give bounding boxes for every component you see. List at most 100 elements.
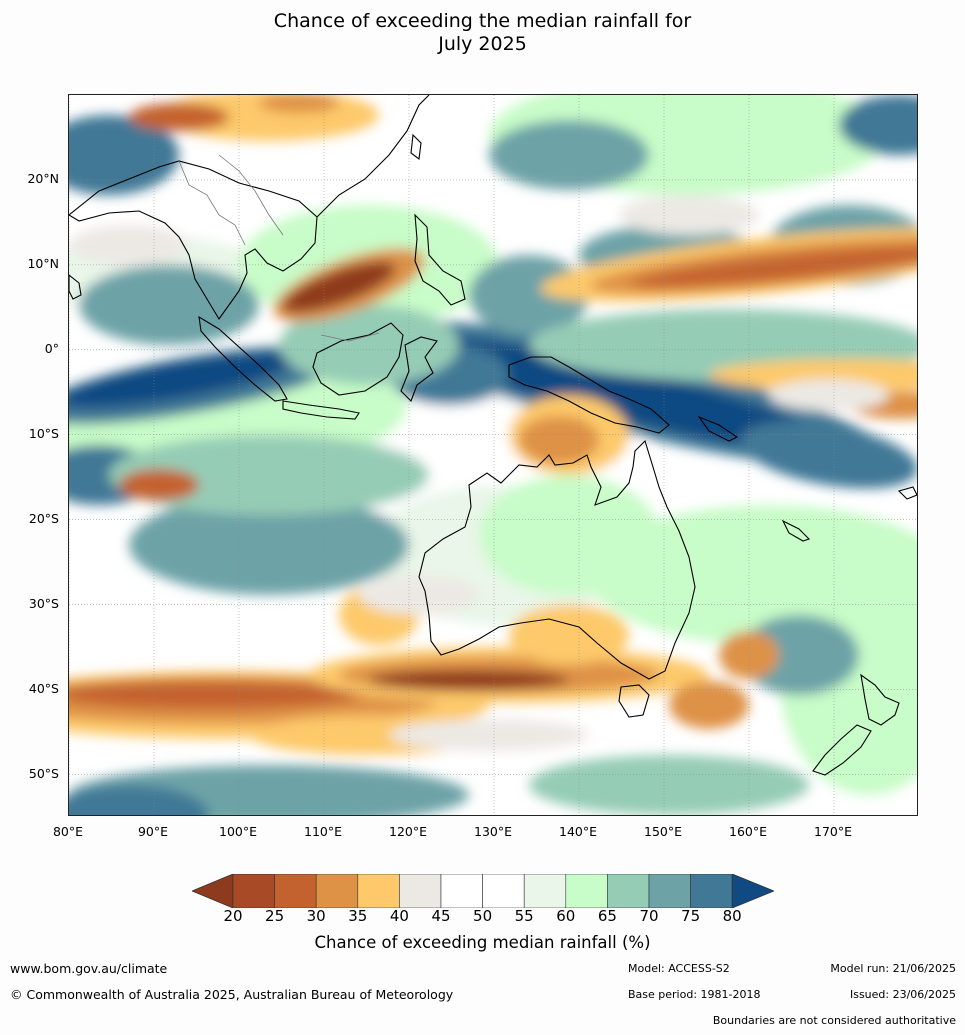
coastline-fiji [897, 486, 917, 500]
field-region [489, 120, 649, 190]
field-region [469, 255, 589, 335]
colorbar-segment [440, 873, 483, 909]
chart-title: Chance of exceeding the median rainfall … [0, 10, 965, 56]
colorbar-tick-label: 75 [681, 907, 701, 925]
field-region [529, 755, 809, 815]
colorbar [190, 873, 776, 909]
field-region [839, 95, 917, 155]
colorbar-segment [565, 873, 608, 909]
title-line-1: Chance of exceeding the median rainfall … [273, 10, 692, 32]
lat-label: 30°S [28, 595, 59, 611]
colorbar-extend-high [731, 873, 776, 909]
coastline-sumatra [198, 315, 288, 402]
lon-label: 80°E [52, 824, 84, 839]
coastline-philippines [414, 213, 466, 306]
coastline-new-guinea [508, 356, 670, 434]
lon-label: 150°E [643, 824, 683, 839]
colorbar-extend-low [190, 873, 234, 909]
colorbar-tick-label: 35 [348, 907, 368, 925]
colorbar-segment [648, 873, 691, 909]
lon-label: 110°E [303, 824, 343, 839]
colorbar-segment [357, 873, 400, 909]
field-region [509, 605, 629, 665]
colorbar-segment [232, 873, 275, 909]
coastline-nz-south [812, 724, 872, 776]
coastline-nz-north [860, 673, 900, 726]
field-region [389, 719, 589, 751]
colorbar-tick-label: 25 [265, 907, 285, 925]
field-blobs [69, 95, 917, 815]
lat-label: 20°S [28, 510, 59, 526]
lon-label: 120°E [388, 824, 428, 839]
colorbar-tick-label: 60 [556, 907, 576, 925]
field-region [282, 261, 396, 313]
lon-label: 100°E [218, 824, 258, 839]
lon-label: 130°E [473, 824, 513, 839]
field-region [719, 631, 779, 679]
model-text: Model: ACCESS-S2 [628, 962, 730, 975]
field-region [769, 379, 889, 411]
coastline-tasmania [618, 684, 650, 718]
lat-label: 20°N [27, 170, 59, 186]
colorbar-tick-label: 70 [639, 907, 659, 925]
colorbar-segment [690, 873, 733, 909]
colorbar-segment [482, 873, 525, 909]
field-region [259, 95, 339, 113]
coastline-china [316, 95, 430, 218]
field-region [359, 575, 479, 615]
lon-label: 160°E [728, 824, 768, 839]
probability-field [69, 95, 917, 815]
map-canvas [69, 95, 917, 815]
website-link[interactable]: www.bom.gov.au/climate [10, 961, 168, 976]
colorbar-tick-label: 50 [473, 907, 493, 925]
colorbar-tick-label: 45 [431, 907, 451, 925]
field-region [119, 469, 199, 501]
colorbar-segment [315, 873, 359, 909]
disclaimer-text: Boundaries are not considered authoritat… [712, 1014, 956, 1027]
field-region [619, 195, 759, 235]
colorbar-label: Chance of exceeding median rainfall (%) [314, 933, 651, 952]
colorbar-tick-label: 65 [597, 907, 617, 925]
model-run-text: Model run: 21/06/2025 [830, 962, 956, 975]
colorbar-tick-label: 80 [722, 907, 742, 925]
copyright-text: © Commonwealth of Australia 2025, Austra… [10, 987, 454, 1002]
title-line-2: July 2025 [438, 33, 527, 55]
lat-label: 0° [44, 340, 59, 356]
lat-label: 40°S [28, 680, 59, 696]
field-region [519, 416, 599, 464]
colorbar-tick-label: 20 [223, 907, 243, 925]
coastline-australia [418, 439, 696, 680]
coastline-sri-lanka [69, 274, 82, 300]
colorbar-tick-label: 55 [514, 907, 534, 925]
field-region [369, 670, 569, 690]
coastline-solomon-islands [697, 415, 739, 442]
lat-label: 10°S [28, 425, 59, 441]
field-region [69, 225, 189, 265]
field-region [69, 115, 179, 195]
field-region [79, 265, 259, 345]
lon-label: 140°E [558, 824, 598, 839]
field-region [69, 681, 359, 709]
lon-label: 170°E [813, 824, 853, 839]
graticule [69, 95, 917, 815]
country-borders [178, 154, 380, 342]
field-region [629, 246, 917, 288]
field-region [739, 615, 859, 695]
colorbar-segment [523, 873, 567, 909]
coastline-taiwan [410, 133, 422, 161]
lat-label: 10°N [27, 255, 59, 271]
field-region [415, 336, 843, 454]
coastline-new-caledonia [781, 519, 811, 542]
field-region [129, 103, 229, 131]
colorbar-graphic [190, 873, 776, 909]
coastline-se-asia [69, 160, 318, 321]
issued-text: Issued: 23/06/2025 [849, 988, 956, 1001]
colorbar-ticks: 20 25 30 35 40 45 50 55 60 65 70 75 80 [0, 907, 965, 927]
rainfall-map[interactable] [68, 94, 918, 816]
colorbar-segment [399, 873, 442, 909]
colorbar-segment [274, 873, 317, 909]
colorbar-segment [607, 873, 650, 909]
colorbar-tick-label: 40 [389, 907, 409, 925]
coastlines [69, 95, 917, 776]
lat-label: 50°S [28, 765, 59, 781]
